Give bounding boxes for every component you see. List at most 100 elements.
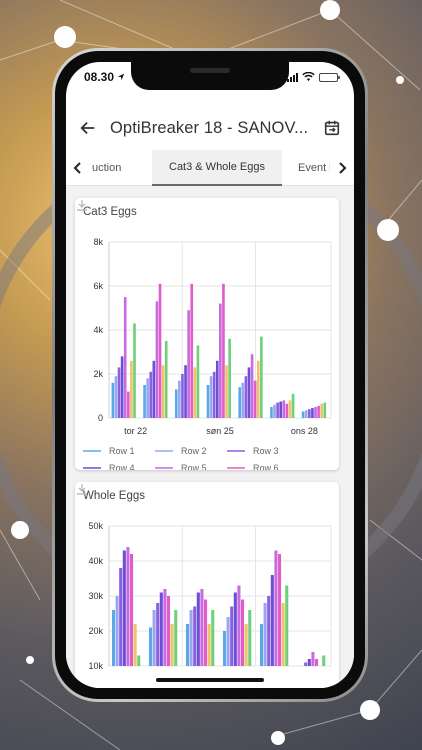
bar — [152, 360, 156, 418]
bar — [274, 550, 278, 666]
bar — [190, 283, 194, 418]
bar — [158, 283, 162, 418]
bar — [240, 599, 245, 666]
bar — [285, 585, 289, 666]
bar — [281, 603, 285, 666]
bar — [279, 401, 283, 418]
tab-production[interactable]: uction — [92, 161, 122, 174]
bar — [155, 301, 159, 418]
legend-item[interactable]: Row 4 — [109, 463, 135, 470]
bar — [270, 407, 273, 418]
bar — [237, 585, 241, 666]
bar — [170, 624, 174, 666]
bar — [187, 310, 190, 418]
bar — [133, 323, 136, 418]
back-arrow-icon[interactable] — [76, 116, 100, 140]
bar — [166, 596, 171, 666]
bar — [111, 610, 116, 666]
bar — [209, 376, 213, 418]
bar — [211, 610, 215, 666]
y-tick-label: 30k — [88, 591, 103, 601]
charts-content: Cat3 Eggs 0 2k 4k 6k 8k tor 22 søn 25 ons 28 Row… — [66, 186, 354, 688]
bar — [304, 410, 308, 418]
tab-scroll-right-icon[interactable] — [330, 150, 354, 186]
bar — [222, 283, 225, 418]
bar — [159, 592, 163, 666]
download-icon[interactable] — [75, 482, 89, 496]
bar — [230, 606, 234, 666]
bar — [114, 376, 118, 418]
calendar-icon[interactable] — [320, 116, 344, 140]
cat3-eggs-chart: 0 2k 4k 6k 8k tor 22 søn 25 ons 28 Row 1 Row 2 Row… — [83, 237, 332, 470]
bar — [248, 610, 252, 666]
bar — [263, 603, 267, 666]
bar — [115, 596, 119, 666]
bar — [244, 376, 248, 418]
bar — [285, 403, 289, 418]
bar — [126, 547, 130, 666]
bar — [270, 575, 274, 666]
bar — [200, 589, 204, 666]
bar — [244, 624, 248, 666]
bar — [304, 662, 308, 666]
x-tick-label: ons 28 — [291, 426, 318, 436]
y-tick-label: 8k — [93, 237, 103, 247]
status-bar: 08.30 — [66, 62, 354, 92]
bar — [137, 655, 141, 666]
tab-event-log[interactable]: Event log — [298, 161, 330, 174]
bar — [133, 624, 137, 666]
bar — [241, 382, 245, 418]
whole-eggs-card: Whole Eggs 10k 20k 30k 40k 50k — [75, 482, 339, 688]
bar — [174, 610, 178, 666]
bar — [323, 402, 327, 418]
bar — [193, 606, 197, 666]
bar — [184, 365, 187, 418]
tab-cat3-whole-eggs[interactable]: Cat3 & Whole Eggs — [152, 149, 282, 186]
legend-item[interactable]: Row 1 — [109, 446, 135, 456]
bar — [317, 405, 320, 418]
legend-item[interactable]: Row 5 — [181, 463, 207, 470]
bar — [250, 354, 254, 418]
bar — [203, 599, 208, 666]
bar — [277, 554, 282, 666]
y-tick-label: 2k — [93, 369, 103, 379]
bar — [288, 400, 292, 418]
y-tick-label: 20k — [88, 626, 103, 636]
legend-item[interactable]: Row 3 — [253, 446, 279, 456]
bar — [129, 554, 134, 666]
bar — [122, 550, 126, 666]
bar — [247, 367, 251, 418]
bar — [267, 596, 271, 666]
bar — [314, 659, 319, 666]
status-time: 08.30 — [84, 70, 115, 84]
tab-scroll-left-icon[interactable] — [66, 150, 90, 186]
bar — [185, 624, 190, 666]
bar — [301, 411, 305, 418]
page-title: OptiBreaker 18 - SANOV... — [110, 118, 309, 137]
bar — [164, 341, 168, 418]
x-tick-label: tor 22 — [124, 426, 147, 436]
bar — [311, 652, 315, 666]
legend-item[interactable]: Row 6 — [253, 463, 279, 470]
bar — [196, 345, 200, 418]
bar — [260, 336, 263, 418]
bar — [174, 389, 178, 418]
bar — [311, 408, 314, 418]
bar — [206, 385, 210, 418]
bar — [322, 655, 326, 666]
bar — [126, 391, 130, 418]
legend-item[interactable]: Row 2 — [181, 446, 207, 456]
cellular-signal-icon — [287, 72, 298, 82]
y-tick-label: 0 — [98, 413, 103, 423]
y-tick-label: 50k — [88, 521, 103, 531]
bar — [123, 297, 127, 418]
y-tick-label: 10k — [88, 661, 103, 671]
bar — [161, 365, 165, 418]
bar — [130, 360, 133, 418]
tab-bar: uction Cat3 & Whole Eggs Event log — [66, 149, 354, 186]
wifi-icon — [302, 72, 315, 82]
bar — [120, 356, 124, 418]
bar — [226, 617, 230, 666]
download-icon[interactable] — [75, 198, 89, 212]
bar — [178, 380, 181, 418]
